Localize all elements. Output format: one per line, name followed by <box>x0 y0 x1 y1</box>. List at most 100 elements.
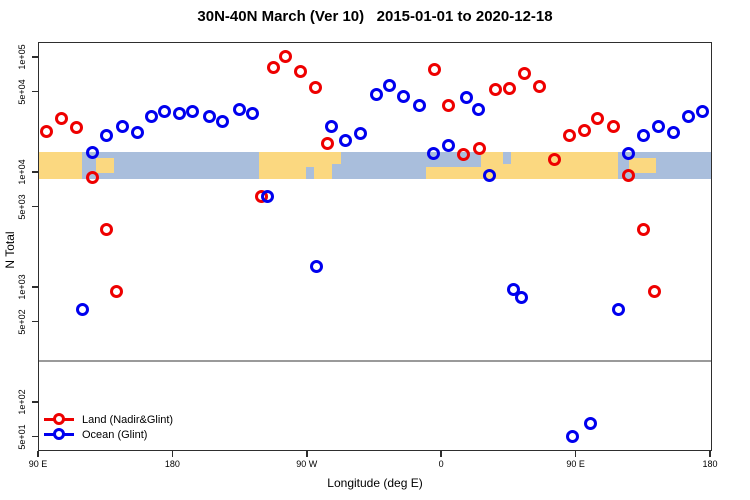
map-band-land <box>95 158 114 173</box>
ocean-data-point <box>232 102 246 116</box>
land-data-point <box>517 66 531 80</box>
ocean-data-point <box>426 146 440 160</box>
ocean-data-point <box>565 430 579 444</box>
y-tick-label: 5e+01 <box>17 423 27 450</box>
legend-item-land: Land (Nadir&Glint) <box>44 412 173 427</box>
land-data-point <box>502 82 516 96</box>
y-axis-title: N Total <box>3 231 17 269</box>
map-band-land <box>628 158 656 173</box>
ocean-data-point <box>202 109 216 123</box>
ocean-data-point <box>99 129 113 143</box>
land-data-point <box>293 64 307 78</box>
ocean-data-point <box>459 90 473 104</box>
ocean-data-point <box>441 138 455 152</box>
legend: Land (Nadir&Glint) Ocean (Glint) <box>44 412 173 486</box>
land-data-point <box>637 223 651 237</box>
ocean-data-point <box>514 291 528 305</box>
land-data-point <box>577 124 591 138</box>
ocean-data-point <box>116 119 130 133</box>
x-tick-label: 0 <box>438 459 444 469</box>
land-data-point <box>39 124 53 138</box>
land-data-point <box>428 62 442 76</box>
ocean-data-point <box>338 134 352 148</box>
y-tick <box>32 435 38 438</box>
y-tick <box>32 401 38 403</box>
ocean-data-point <box>75 303 89 316</box>
land-data-point <box>456 147 470 161</box>
plot-area <box>38 42 712 451</box>
ocean-data-point <box>144 110 158 124</box>
ocean-data-point <box>682 109 696 123</box>
y-tick <box>32 320 38 323</box>
x-tick <box>37 451 39 457</box>
land-data-point <box>547 152 561 166</box>
y-tick <box>32 205 38 208</box>
chart-title: 30N-40N March (Ver 10) 2015-01-01 to 202… <box>197 8 553 25</box>
legend-item-ocean: Ocean (Glint) <box>44 427 173 442</box>
reference-line <box>39 359 711 362</box>
map-band-land <box>425 166 482 179</box>
ocean-data-point <box>383 78 397 92</box>
ocean-data-point <box>622 146 636 160</box>
y-tick <box>32 56 38 58</box>
y-tick-label: 1e+03 <box>17 274 27 300</box>
land-data-point <box>607 119 621 133</box>
ocean-data-point <box>186 104 200 118</box>
map-band-land <box>331 152 341 165</box>
ocean-data-point <box>583 416 597 430</box>
x-tick <box>306 451 308 457</box>
ocean-data-point <box>172 107 186 121</box>
y-tick-label: 5e+03 <box>17 193 27 220</box>
land-data-point <box>54 111 68 125</box>
ocean-data-point <box>353 127 367 141</box>
ocean-data-point <box>157 104 171 118</box>
land-data-point <box>69 120 83 134</box>
x-tick <box>709 451 711 457</box>
ocean-data-point <box>413 98 427 112</box>
ocean-data-point <box>667 126 681 140</box>
land-data-point <box>562 129 576 143</box>
y-tick-label: 1e+05 <box>17 44 27 70</box>
x-tick <box>574 451 577 457</box>
ocean-data-point <box>131 126 145 140</box>
x-tick-label: 180 <box>164 459 180 469</box>
land-data-point <box>86 170 100 184</box>
land-data-point <box>591 111 604 125</box>
land-data-point <box>647 284 661 298</box>
ocean-data-point <box>260 189 274 203</box>
x-tick-label: 90 E <box>566 459 585 469</box>
legend-label-ocean: Ocean (Glint) <box>82 428 148 441</box>
land-data-point <box>99 223 113 237</box>
y-tick-label: 1e+02 <box>17 389 27 415</box>
ocean-data-point <box>471 102 485 116</box>
ocean-data-point <box>396 89 410 103</box>
ocean-legend-circle-icon <box>53 428 65 440</box>
x-tick <box>440 451 442 457</box>
ocean-data-point <box>652 119 666 133</box>
land-data-point <box>622 168 636 182</box>
land-data-point <box>532 79 546 93</box>
map-band-ocean-patch <box>503 152 511 165</box>
land-data-point <box>278 49 292 63</box>
x-tick <box>171 451 174 457</box>
land-data-point <box>441 98 455 112</box>
x-axis-title: Longitude (deg E) <box>327 476 423 490</box>
ocean-series-marker-icon <box>44 428 74 441</box>
ocean-data-point <box>86 145 100 159</box>
ocean-data-point <box>507 282 521 296</box>
land-data-point <box>473 142 487 156</box>
y-tick-label: 1e+04 <box>17 159 27 185</box>
ocean-data-point <box>369 87 383 101</box>
land-data-point <box>110 284 124 298</box>
map-band-land <box>39 152 83 179</box>
y-tick <box>32 286 38 288</box>
land-data-point <box>308 81 322 95</box>
y-tick <box>32 90 38 93</box>
map-band-ocean-patch <box>306 166 314 179</box>
ocean-data-point <box>637 129 651 143</box>
ocean-data-point <box>246 107 260 121</box>
land-legend-circle-icon <box>53 413 65 425</box>
ocean-data-point <box>310 259 324 273</box>
x-tick-label: 90 E <box>28 459 48 469</box>
